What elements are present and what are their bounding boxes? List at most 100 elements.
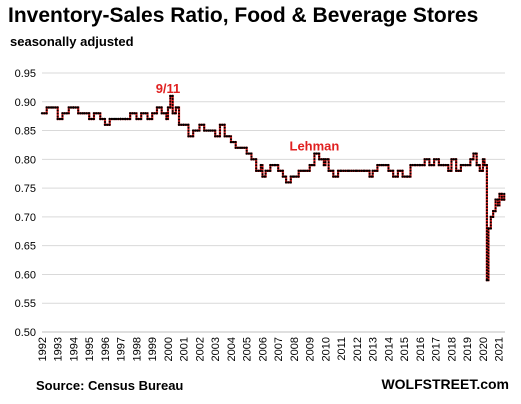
data-point xyxy=(40,112,44,115)
data-point xyxy=(56,109,59,112)
data-point xyxy=(271,163,274,167)
data-point xyxy=(455,164,458,167)
data-point xyxy=(447,167,450,170)
data-point xyxy=(485,197,488,200)
x-axis-ticks: 1992 1993 1994 1995 1996 1997 1998 1999 2000 2001… xyxy=(37,337,506,361)
data-point xyxy=(167,109,169,111)
data-point xyxy=(392,175,395,178)
data-point xyxy=(320,158,323,161)
x-tick-label: 2007 xyxy=(273,337,285,361)
data-point xyxy=(178,109,180,112)
data-point xyxy=(81,112,84,115)
data-point xyxy=(461,163,465,167)
data-point xyxy=(58,117,62,121)
data-point xyxy=(285,178,288,181)
data-point xyxy=(485,173,488,176)
x-tick-label: 2003 xyxy=(210,337,222,361)
data-point xyxy=(257,169,260,172)
data-point xyxy=(450,166,453,169)
data-point xyxy=(187,129,190,132)
data-point xyxy=(483,163,486,167)
data-point xyxy=(435,158,438,161)
data-point xyxy=(281,175,285,178)
data-point xyxy=(376,166,379,169)
data-point xyxy=(409,169,412,172)
y-tick-label: 0.80 xyxy=(15,154,36,166)
data-point xyxy=(450,158,453,161)
data-point xyxy=(95,112,98,115)
data-point xyxy=(232,140,235,144)
data-point xyxy=(327,167,330,170)
data-point xyxy=(279,169,282,172)
data-point xyxy=(269,163,272,167)
data-point xyxy=(489,221,492,224)
data-point xyxy=(259,166,262,169)
data-point xyxy=(129,118,132,120)
data-point xyxy=(277,167,280,170)
data-point xyxy=(485,236,488,239)
x-tick-label: 1995 xyxy=(84,337,96,361)
data-point xyxy=(214,129,217,132)
data-point xyxy=(221,123,224,127)
data-point xyxy=(229,140,233,144)
data-point xyxy=(485,233,488,236)
data-point xyxy=(137,117,140,121)
data-point xyxy=(140,115,143,117)
x-tick-label: 2020 xyxy=(478,337,490,361)
data-point xyxy=(148,117,151,121)
data-point xyxy=(450,163,453,166)
data-point xyxy=(169,106,172,109)
data-point xyxy=(500,195,503,198)
data-point xyxy=(203,126,206,129)
data-point xyxy=(88,112,91,115)
data-point xyxy=(169,103,172,106)
data-point xyxy=(255,167,258,170)
data-point xyxy=(483,158,486,161)
data-point xyxy=(93,118,95,120)
data-point xyxy=(216,135,219,138)
data-point xyxy=(498,201,501,204)
data-point xyxy=(169,100,172,103)
data-point xyxy=(187,123,190,126)
data-point xyxy=(421,163,424,167)
data-point xyxy=(112,117,116,121)
brand-logo-text: WOLFSTREET.com xyxy=(381,376,509,392)
data-point xyxy=(140,112,143,115)
data-point xyxy=(99,115,102,118)
data-point xyxy=(487,234,490,237)
data-point xyxy=(171,95,174,97)
data-point xyxy=(455,167,458,170)
data-point xyxy=(428,163,431,167)
data-point xyxy=(45,112,48,115)
data-point xyxy=(77,106,80,109)
data-point xyxy=(313,152,316,155)
data-point xyxy=(409,166,412,169)
data-point xyxy=(43,112,46,115)
data-point xyxy=(423,158,426,161)
data-point xyxy=(455,158,458,161)
data-point xyxy=(373,169,377,172)
x-tick-label: 2013 xyxy=(368,337,380,361)
data-point xyxy=(184,123,188,127)
data-point xyxy=(332,175,335,178)
data-point xyxy=(433,161,436,164)
x-tick-label: 2005 xyxy=(242,337,254,361)
data-point xyxy=(352,169,355,172)
data-point xyxy=(503,195,506,198)
x-tick-label: 1993 xyxy=(53,337,65,361)
data-point xyxy=(485,203,488,206)
y-tick-label: 0.70 xyxy=(15,212,36,224)
x-tick-label: 2010 xyxy=(320,337,332,361)
data-point xyxy=(444,163,447,167)
data-point xyxy=(219,126,221,129)
data-point xyxy=(498,195,501,198)
y-tick-label: 0.75 xyxy=(15,183,36,195)
data-point xyxy=(327,161,330,164)
data-point xyxy=(205,129,208,132)
data-point xyxy=(376,163,379,167)
data-point xyxy=(261,167,264,170)
data-point xyxy=(487,252,490,255)
data-point xyxy=(423,164,426,167)
data-point xyxy=(151,112,154,115)
data-point xyxy=(289,178,292,181)
